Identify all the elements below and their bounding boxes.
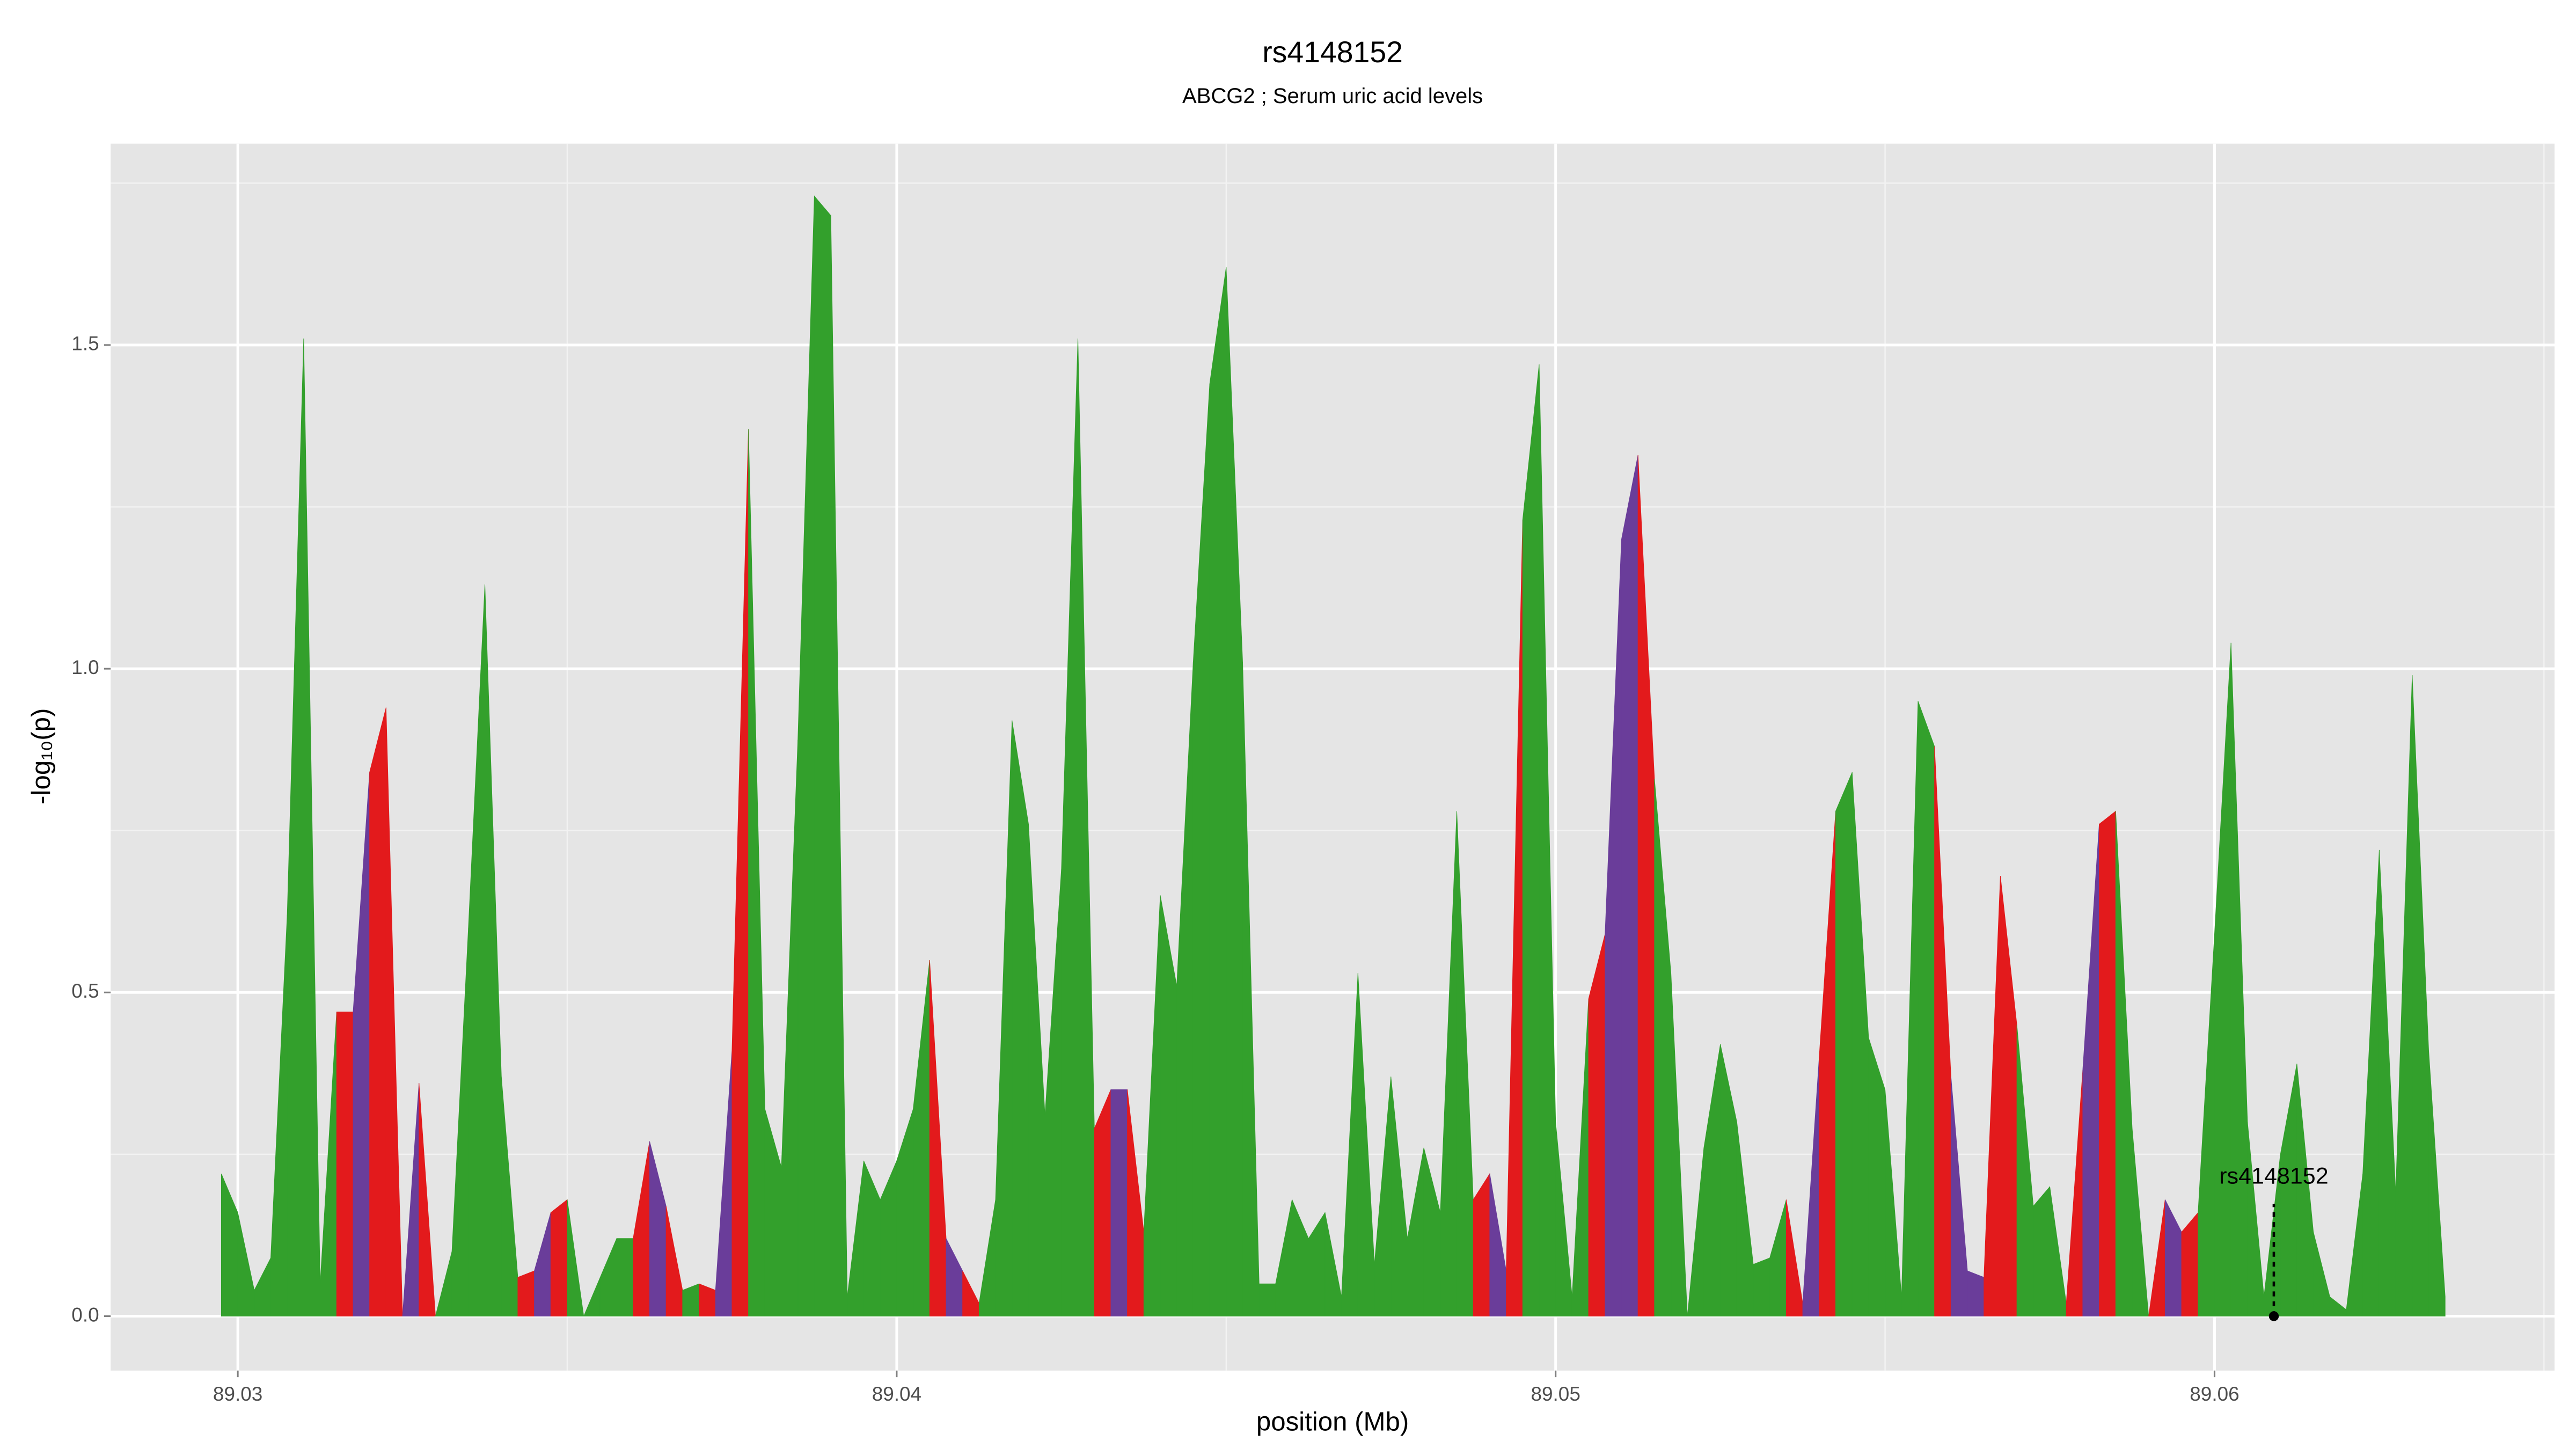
area-segment bbox=[2132, 1128, 2149, 1316]
area-segment bbox=[1094, 1089, 1111, 1316]
area-segment bbox=[336, 1012, 354, 1316]
area-segment bbox=[1110, 1089, 1128, 1316]
x-tick-label: 89.03 bbox=[213, 1383, 262, 1405]
y-tick-label: 1.0 bbox=[71, 656, 99, 678]
annotation-point bbox=[2268, 1311, 2279, 1321]
annotation-label: rs4148152 bbox=[2219, 1163, 2329, 1189]
y-tick-label: 0.5 bbox=[71, 980, 99, 1002]
area-segment bbox=[814, 195, 831, 1316]
chart-subtitle: ABCG2 ; Serum uric acid levels bbox=[1182, 84, 1483, 108]
x-axis-title: position (Mb) bbox=[1256, 1407, 1409, 1436]
area-segment bbox=[385, 707, 403, 1316]
y-tick-label: 1.5 bbox=[71, 333, 99, 355]
area-segment bbox=[616, 1238, 634, 1316]
area-segment bbox=[1967, 1270, 1985, 1316]
area-segment bbox=[1835, 772, 1853, 1316]
y-tick-label: 0.0 bbox=[71, 1304, 99, 1326]
chart-title: rs4148152 bbox=[1262, 35, 1403, 69]
area-segment bbox=[419, 1083, 436, 1316]
area-segment bbox=[2099, 810, 2116, 1316]
area-segment bbox=[369, 707, 386, 1316]
x-tick-label: 89.06 bbox=[2190, 1383, 2239, 1405]
x-tick-label: 89.04 bbox=[872, 1383, 921, 1405]
area-segment bbox=[2033, 1185, 2050, 1316]
area-segment bbox=[1209, 267, 1227, 1316]
area-segment bbox=[2428, 1050, 2446, 1316]
area-segment bbox=[1012, 720, 1029, 1316]
y-axis-title: -log₁₀(p) bbox=[26, 708, 56, 804]
area-segment bbox=[1588, 934, 1606, 1316]
area-segment bbox=[517, 1270, 535, 1316]
area-segment bbox=[1621, 455, 1638, 1316]
area-segment bbox=[1522, 364, 1540, 1316]
area-segment bbox=[1671, 973, 1688, 1316]
x-tick-label: 89.05 bbox=[1531, 1383, 1580, 1405]
plot-panel bbox=[111, 143, 2555, 1371]
area-segment bbox=[1918, 701, 1935, 1316]
area-segment bbox=[1753, 1257, 1770, 1316]
area-segment bbox=[1258, 1283, 1276, 1316]
area-segment bbox=[567, 1199, 584, 1316]
area-segment bbox=[550, 1199, 568, 1316]
